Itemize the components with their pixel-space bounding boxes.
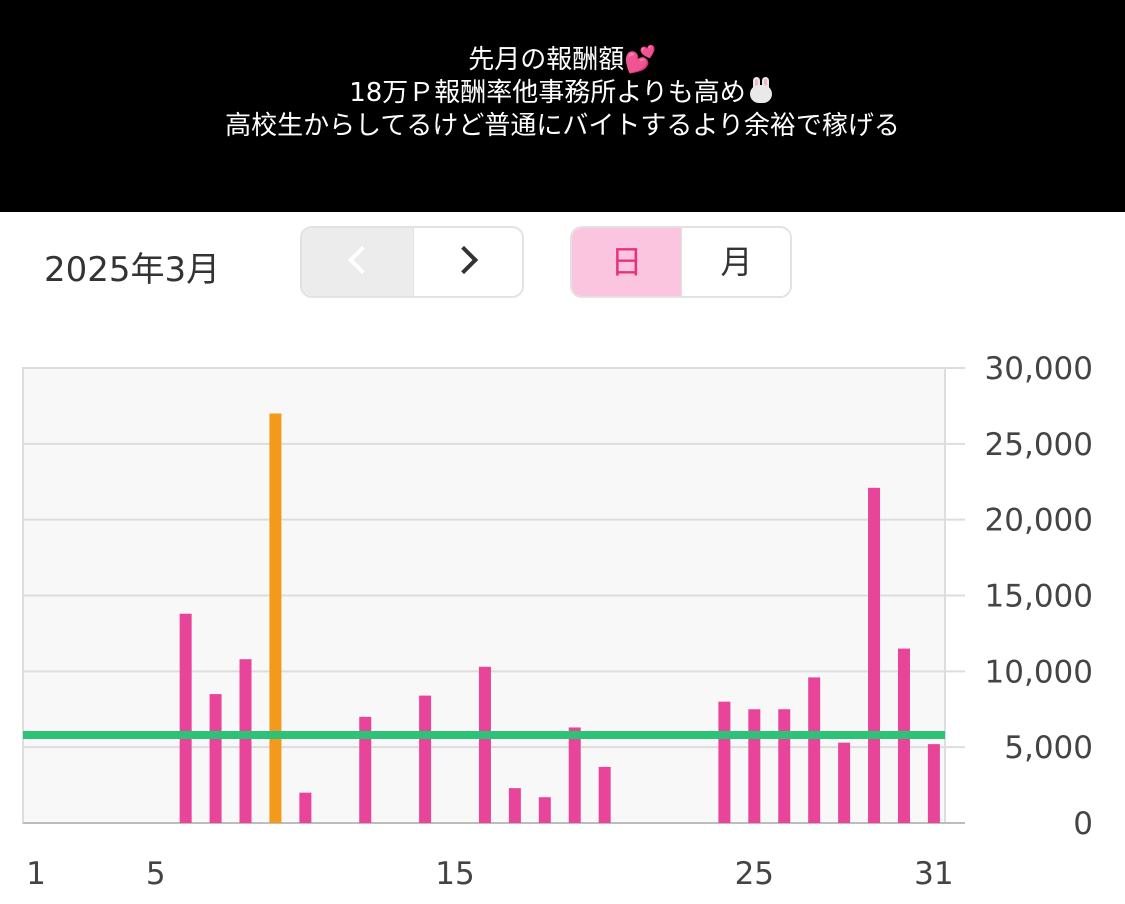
y-tick-label: 20,000 bbox=[985, 503, 1093, 539]
month-label: 2025年3月 bbox=[44, 250, 221, 290]
two-hearts-icon: 💕 bbox=[624, 45, 657, 75]
y-tick-label: 0 bbox=[1073, 806, 1093, 842]
y-tick-label: 25,000 bbox=[985, 427, 1093, 463]
bar bbox=[179, 613, 192, 823]
bar bbox=[838, 742, 851, 823]
next-month-button[interactable] bbox=[413, 228, 522, 296]
chevron-right-icon bbox=[449, 245, 479, 275]
bar bbox=[568, 727, 581, 823]
bar bbox=[718, 701, 731, 823]
bar bbox=[538, 797, 551, 823]
bar bbox=[508, 788, 521, 823]
previous-month-button[interactable] bbox=[302, 228, 413, 296]
x-tick-label: 5 bbox=[146, 856, 166, 892]
bar bbox=[209, 694, 222, 823]
bar bbox=[299, 792, 312, 823]
bar-highlight bbox=[269, 413, 282, 823]
bar bbox=[778, 709, 791, 823]
bar bbox=[419, 695, 432, 823]
bar bbox=[868, 487, 881, 823]
caption-line-3: 高校生からしてるけど普通にバイトするより余裕で稼げる bbox=[225, 111, 900, 141]
bar bbox=[239, 659, 252, 823]
toggle-month-button[interactable]: 月 bbox=[681, 228, 790, 296]
caption-banner: 先月の報酬額💕 18万Ｐ報酬率他事務所よりも高め 高校生からしてるけど普通にバイ… bbox=[0, 0, 1125, 212]
caption-line-1: 先月の報酬額 bbox=[468, 45, 625, 75]
y-tick-label: 10,000 bbox=[985, 654, 1093, 690]
period-toggle: 日 月 bbox=[570, 226, 792, 298]
x-tick-label: 31 bbox=[914, 856, 953, 892]
bar bbox=[808, 677, 821, 823]
x-tick-label: 1 bbox=[26, 856, 46, 892]
rabbit-face-icon bbox=[746, 77, 776, 105]
y-tick-label: 5,000 bbox=[1004, 730, 1093, 766]
month-navigation bbox=[300, 226, 524, 298]
bar bbox=[748, 709, 761, 823]
x-tick-label: 15 bbox=[435, 856, 474, 892]
bar bbox=[478, 666, 491, 823]
chevron-left-icon bbox=[347, 245, 377, 275]
caption-line-2: 18万Ｐ報酬率他事務所よりも高め bbox=[349, 78, 746, 108]
toggle-day-button[interactable]: 日 bbox=[572, 228, 681, 296]
x-tick-label: 25 bbox=[735, 856, 774, 892]
bar bbox=[927, 744, 940, 823]
y-tick-label: 30,000 bbox=[985, 351, 1093, 387]
bar bbox=[598, 766, 611, 823]
bar bbox=[359, 716, 372, 823]
y-tick-label: 15,000 bbox=[985, 579, 1093, 615]
